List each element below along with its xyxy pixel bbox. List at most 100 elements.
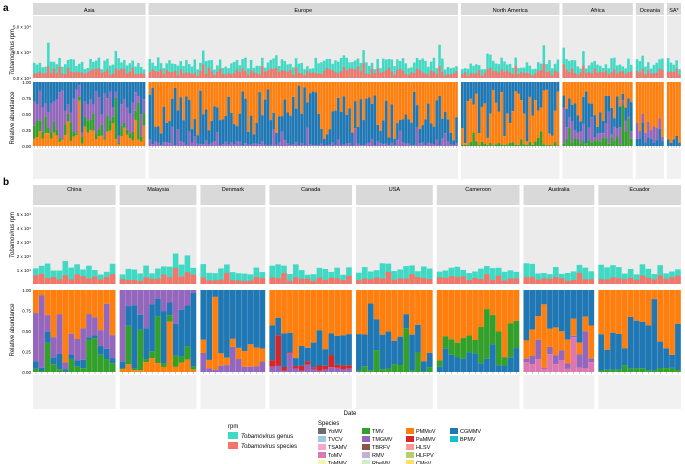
panel-b-rel-segment bbox=[149, 304, 155, 352]
panel-a-rel-segment bbox=[342, 82, 346, 97]
panel-b-rel-segment bbox=[119, 369, 126, 372]
panel-a-rel-segment bbox=[472, 104, 475, 133]
panel-a-date-label-band bbox=[666, 149, 681, 179]
panel-b-rel-segment bbox=[322, 349, 329, 366]
panel-b-rpm-genus-bar bbox=[501, 271, 508, 284]
panel-a-rel-segment bbox=[137, 139, 140, 146]
panel-a-rel-segment bbox=[387, 82, 391, 138]
panel-a-rel-segment bbox=[536, 82, 540, 111]
panel-b-rel-segment bbox=[190, 366, 197, 370]
panel-a-rpm-species-bar bbox=[289, 69, 292, 78]
panel-b-rpm-species-bar bbox=[513, 278, 520, 284]
panel-a-rel-segment bbox=[289, 115, 292, 146]
panel-a-rpm-species-bar bbox=[629, 71, 633, 78]
panel-b-rel-segment bbox=[259, 348, 266, 362]
panel-a-rel-segment bbox=[393, 145, 396, 146]
panel-a-rel-segment bbox=[331, 111, 335, 143]
legend: rpm Tobamovirus genus Tobamovirus specie… bbox=[228, 421, 481, 464]
panel-a-rel-segment bbox=[489, 142, 492, 146]
panel-b-rel-segment bbox=[436, 290, 443, 361]
panel-b-rel-segment bbox=[149, 290, 155, 305]
panel-a-rpm-genus-bar bbox=[328, 58, 332, 78]
panel-b-rel-segment bbox=[143, 362, 149, 372]
panel-a-rpm-species-bar bbox=[207, 67, 211, 78]
panel-b-rel-segment bbox=[529, 290, 536, 330]
panel-b-rel-segment bbox=[97, 354, 104, 372]
panel-b-rel-segment bbox=[119, 368, 126, 370]
panel-a-rel-segment bbox=[418, 82, 422, 130]
panel-b-rel-segment bbox=[361, 334, 368, 367]
panel-a-rel-segment bbox=[125, 129, 129, 135]
panel-a-rpm-species-bar bbox=[131, 67, 134, 78]
panel-a-rel-segment bbox=[235, 82, 239, 127]
panel-b-facet-strip bbox=[200, 185, 266, 205]
panel-b-rel-segment bbox=[212, 296, 218, 370]
panel-a-rel-segment bbox=[610, 82, 613, 108]
panel-a-rel-segment bbox=[176, 82, 180, 111]
panel-b-rel-segment bbox=[547, 346, 553, 355]
panel-a-rel-segment bbox=[353, 101, 357, 129]
panel-a-rpm-species-bar bbox=[218, 68, 222, 78]
panel-a-rpm-species-bar bbox=[432, 71, 436, 78]
panel-a-rpm-species-bar bbox=[536, 70, 540, 78]
panel-b-rel-segment bbox=[172, 366, 179, 372]
panel-a-rpm-genus-bar bbox=[63, 64, 67, 78]
panel-a-rel-segment bbox=[449, 82, 453, 133]
panel-a-rel-segment bbox=[570, 104, 574, 122]
panel-a-rel-segment bbox=[63, 110, 67, 125]
panel-a-rpm-species-bar bbox=[638, 72, 642, 78]
panel-a-rpm-species-bar bbox=[280, 69, 284, 78]
panel-b-rel-segment bbox=[570, 337, 577, 372]
panel-a-rel-segment bbox=[443, 133, 447, 146]
panel-a-rel-segment bbox=[218, 82, 222, 121]
panel-a-rpm-species-bar bbox=[162, 74, 166, 78]
panel-a-rel-segment bbox=[117, 144, 121, 146]
panel-b-rel-segment bbox=[356, 370, 362, 372]
panel-a-rel-segment bbox=[345, 143, 349, 146]
panel-a-rpm-genus-bar bbox=[669, 62, 673, 78]
panel-a-rpm-species-bar bbox=[311, 72, 315, 78]
panel-a-rpm-genus-bar bbox=[480, 69, 484, 78]
panel-a-rel-segment bbox=[103, 82, 106, 94]
panel-a-rel-segment bbox=[300, 143, 304, 146]
panel-a-rel-segment bbox=[261, 141, 264, 146]
legend-species-swatch bbox=[406, 436, 414, 442]
panel-a-rel-segment bbox=[579, 143, 582, 146]
panel-a-rel-segment bbox=[49, 82, 53, 104]
panel-a-rpm-genus-bar bbox=[441, 58, 444, 78]
panel-b-rel-segment bbox=[224, 357, 230, 366]
panel-b-rpm-genus-bar bbox=[472, 271, 478, 284]
panel-a-rel-segment bbox=[415, 105, 419, 128]
panel-a-rel-segment bbox=[441, 82, 444, 119]
panel-b-rel-segment bbox=[466, 335, 473, 353]
legend-species-label: CGMMV bbox=[460, 429, 481, 435]
panel-a-rpm-genus-bar bbox=[525, 62, 529, 78]
panel-b-rel-segment bbox=[137, 329, 144, 371]
panel-a-rpm-tick-label: 5.0 x 10⁴ bbox=[13, 24, 31, 29]
panel-a-rpm-species-bar bbox=[139, 72, 143, 78]
panel-b-rel-segment bbox=[547, 290, 553, 329]
panel-a-rel-segment bbox=[615, 136, 619, 146]
panel-a-rel-segment bbox=[168, 82, 171, 122]
panel-a-rel-segment bbox=[438, 95, 441, 146]
panel-a-rpm-genus-bar bbox=[134, 66, 137, 78]
panel-a-rpm-genus-bar bbox=[407, 68, 410, 78]
panel-b-rel-segment bbox=[523, 340, 530, 359]
panel-b-rel-segment bbox=[224, 290, 230, 358]
panel-a-rpm-species-bar bbox=[635, 71, 639, 78]
panel-a-rel-segment bbox=[294, 142, 298, 146]
panel-a-rpm-genus-bar bbox=[382, 58, 385, 78]
panel-b-rpm-species-bar bbox=[259, 278, 266, 284]
panel-a-rpm-genus-bar bbox=[497, 64, 501, 78]
legend-species-label: PMMoV bbox=[416, 429, 436, 435]
panel-b-rel-segment bbox=[570, 290, 577, 319]
panel-b-rel-segment bbox=[448, 290, 455, 340]
panel-b-rel-segment bbox=[564, 290, 571, 340]
panel-a-rpm-species-bar bbox=[314, 72, 318, 78]
panel-b-rel-segment bbox=[657, 368, 664, 372]
panel-a-rel-segment bbox=[424, 145, 427, 146]
panel-b-rpm-species-bar bbox=[621, 279, 628, 284]
panel-a-rel-segment bbox=[80, 143, 84, 146]
panel-a-rel-segment bbox=[120, 126, 123, 137]
panel-a-rel-segment bbox=[587, 82, 591, 104]
